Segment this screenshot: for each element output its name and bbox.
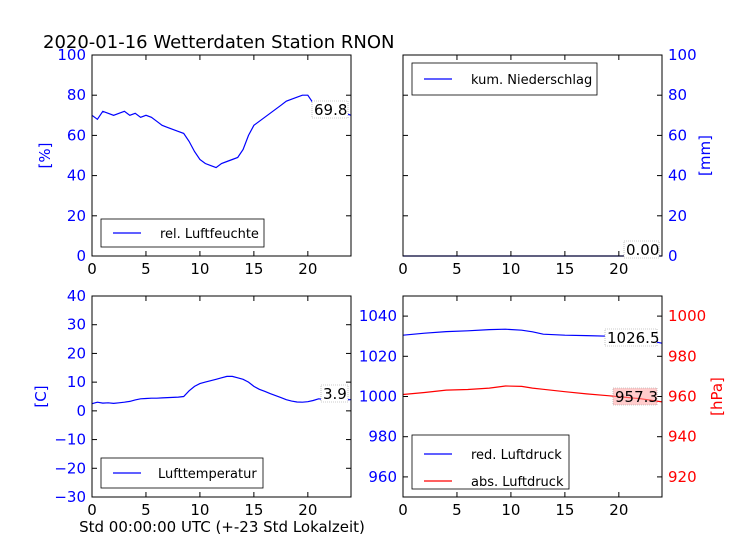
y-tick-label: 30	[67, 316, 86, 334]
y-tick-label: 1000	[359, 388, 397, 406]
x-tick-label: 10	[190, 260, 209, 278]
pressure-panel: 0 5 10 15 20 960 980 1000 1020 1040 920 940 960 980 10…	[359, 295, 726, 519]
x-tick-label: 5	[452, 260, 462, 278]
plot-frame	[91, 295, 352, 498]
legend-label: red. Luftdruck	[471, 448, 562, 463]
x-tick-label: 20	[609, 501, 628, 519]
plot-frame	[402, 54, 663, 257]
y-axis-label: [C]	[32, 385, 50, 407]
value-annotation-box	[612, 387, 658, 406]
y-tick-label: −20	[54, 459, 86, 477]
x-tick-label: 10	[501, 260, 520, 278]
x-tick-label: 5	[452, 501, 462, 519]
y-tick-label: 40	[67, 167, 86, 185]
x-tick-label: 0	[87, 501, 97, 519]
y-tick-label: 0	[76, 402, 86, 420]
x-tick-label: 15	[555, 260, 574, 278]
y-tick-label: 960	[368, 468, 397, 486]
y-tick-label: 1040	[359, 307, 397, 325]
y-tick-label: 20	[67, 207, 86, 225]
y-tick-label: 60	[67, 126, 86, 144]
x-tick-label: 5	[141, 501, 151, 519]
x-tick-label: 15	[244, 260, 263, 278]
y-tick-label: 40	[668, 167, 687, 185]
value-annotation: 957.3	[615, 388, 658, 406]
y-tick-label: 100	[668, 46, 697, 64]
legend-label: Lufttemperatur	[158, 467, 257, 482]
x-tick-label: 20	[609, 260, 628, 278]
y-tick-label: 1000	[668, 307, 706, 325]
y-tick-label: 80	[67, 86, 86, 104]
x-tick-label: 0	[87, 260, 97, 278]
value-annotation: 1026.5	[607, 329, 660, 347]
x-tick-label: 15	[244, 501, 263, 519]
y-tick-label: 40	[67, 287, 86, 305]
figure-title: 2020-01-16 Wetterdaten Station RNON	[43, 32, 394, 53]
x-tick-label: 0	[398, 260, 408, 278]
humidity-panel: 0 5 10 15 20 0 20 40 60 80 100 [%] rel. Luftfeuchte 6…	[36, 46, 352, 278]
y-tick-label: 980	[368, 428, 397, 446]
x-tick-label: 20	[298, 260, 317, 278]
temperature-panel: 0 5 10 15 20 −30 −20 −10 0 10 20 30 40 [C] Std 00:00:0…	[32, 287, 365, 536]
legend-label: kum. Niederschlag	[471, 73, 592, 88]
value-annotation: 69.8	[314, 101, 347, 119]
y-tick-label: 100	[57, 46, 86, 64]
value-annotation: 3.9	[323, 385, 347, 403]
value-annotation-box	[311, 100, 349, 119]
y-tick-label: 60	[668, 126, 687, 144]
x-tick-label: 0	[398, 501, 408, 519]
y-tick-label: −10	[54, 431, 86, 449]
y-tick-label: −30	[54, 488, 86, 506]
x-tick-label: 15	[555, 501, 574, 519]
y-tick-label: 0	[76, 247, 86, 265]
y-tick-label: 20	[67, 344, 86, 362]
x-tick-label: 20	[298, 501, 317, 519]
y-tick-label: 920	[668, 468, 697, 486]
y-axis-label: [mm]	[696, 135, 714, 176]
y-axis-label: [%]	[36, 143, 54, 169]
x-tick-label: 10	[501, 501, 520, 519]
value-annotation: 0.00	[626, 241, 659, 259]
x-tick-label: 5	[141, 260, 151, 278]
value-annotation-box	[604, 328, 658, 347]
value-annotation-box	[320, 384, 349, 403]
x-axis-label: Std 00:00:00 UTC (+-23 Std Lokalzeit)	[79, 518, 365, 536]
temperature-line	[91, 375, 351, 405]
y-tick-label: 10	[67, 373, 86, 391]
y-tick-label: 1020	[359, 347, 397, 365]
y-axis-label: [hPa]	[708, 377, 726, 416]
precipitation-panel: 0 5 10 15 20 0 20 40 60 80 100 [mm] kum. Niederschla…	[398, 46, 714, 278]
x-tick-label: 10	[190, 501, 209, 519]
humidity-line	[91, 94, 352, 169]
legend-box	[411, 434, 570, 490]
y-tick-label: 0	[668, 247, 678, 265]
y-tick-label: 80	[668, 86, 687, 104]
y-tick-label: 940	[668, 428, 697, 446]
y-tick-label: 20	[668, 207, 687, 225]
y-tick-label: 960	[668, 388, 697, 406]
value-annotation-box	[623, 240, 660, 259]
plot-frame	[91, 54, 352, 257]
legend-label: abs. Luftdruck	[471, 475, 564, 490]
y-tick-label: 980	[668, 347, 697, 365]
legend-label: rel. Luftfeuchte	[160, 227, 259, 242]
